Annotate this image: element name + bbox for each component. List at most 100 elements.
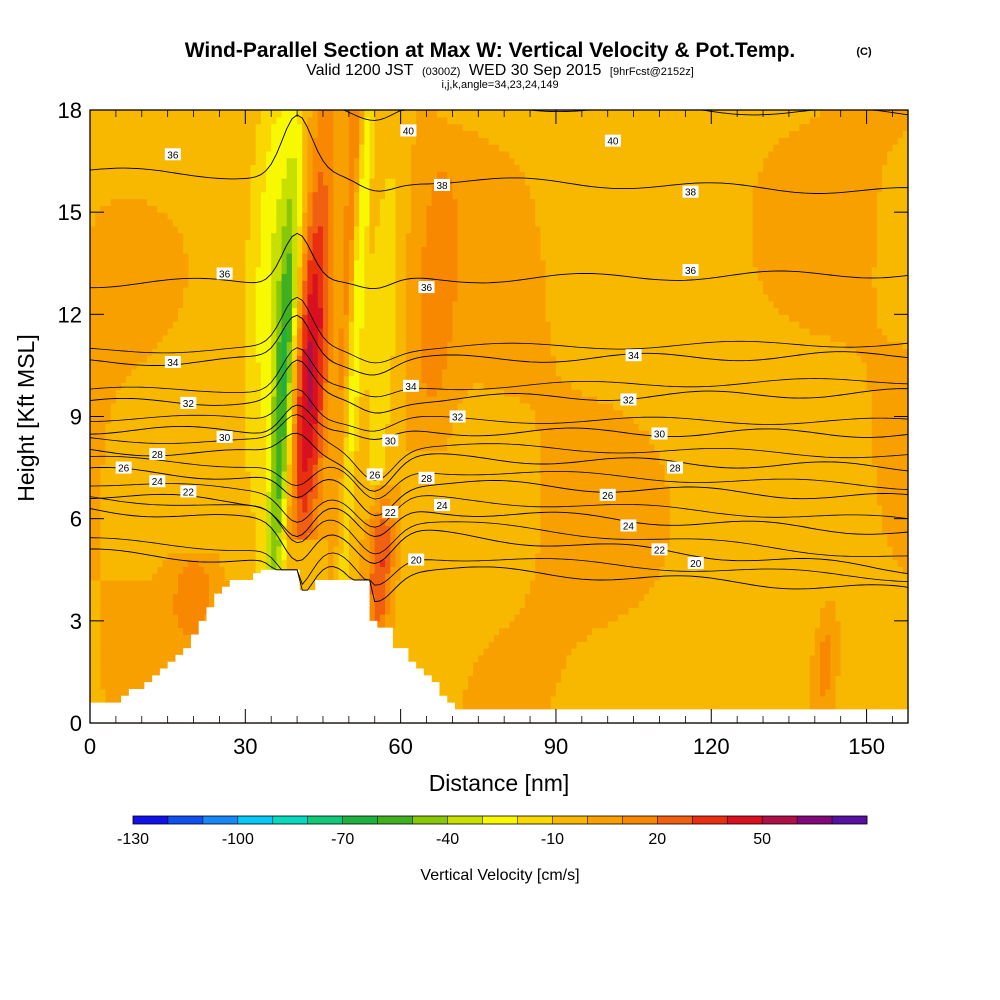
heatmap-cell: [229, 314, 236, 322]
heatmap-cell: [302, 368, 309, 377]
heatmap-cell: [90, 511, 96, 520]
heatmap-cell: [90, 273, 96, 281]
heatmap-cell: [317, 137, 324, 145]
heatmap-cell: [172, 559, 179, 567]
heatmap-cell: [162, 518, 169, 527]
heatmap-cell: [162, 334, 169, 343]
heatmap-cell: [167, 614, 174, 622]
heatmap-cell: [95, 552, 101, 561]
heatmap-cell: [348, 232, 355, 241]
heatmap-cell: [167, 293, 174, 302]
heatmap-cell: [364, 218, 371, 227]
heatmap-cell: [343, 300, 350, 309]
heatmap-cell: [203, 430, 210, 438]
heatmap-cell: [172, 423, 179, 431]
heatmap-cell: [95, 123, 101, 132]
heatmap-cell: [172, 239, 179, 247]
heatmap-cell: [110, 137, 117, 145]
heatmap-cell: [121, 389, 127, 397]
heatmap-cell: [100, 375, 107, 384]
heatmap-cell: [121, 641, 127, 649]
heatmap-cell: [229, 300, 236, 309]
heatmap-cell: [286, 498, 293, 506]
heatmap-cell: [219, 280, 226, 288]
heatmap-cell: [115, 171, 122, 179]
heatmap-cell: [291, 150, 298, 159]
heatmap-cell: [359, 341, 365, 349]
heatmap-cell: [359, 423, 365, 431]
heatmap-cell: [307, 396, 314, 404]
heatmap-cell: [260, 389, 267, 397]
heatmap-cell: [193, 416, 200, 424]
heatmap-cell: [198, 157, 205, 166]
heatmap-cell: [229, 464, 236, 472]
heatmap-cell: [105, 375, 112, 384]
heatmap-cell: [141, 457, 148, 465]
heatmap-cell: [193, 396, 200, 404]
heatmap-cell: [193, 300, 200, 309]
heatmap-cell: [359, 116, 365, 125]
heatmap-cell: [359, 239, 365, 247]
heatmap-cell: [322, 137, 329, 145]
heatmap-cell: [307, 368, 314, 377]
heatmap-cell: [260, 402, 267, 411]
heatmap-cell: [167, 259, 174, 268]
heatmap-cell: [291, 443, 298, 452]
heatmap-cell: [255, 321, 262, 329]
heatmap-cell: [266, 321, 272, 329]
heatmap-cell: [354, 389, 360, 397]
heatmap-cell: [193, 627, 200, 636]
heatmap-cell: [359, 164, 365, 172]
heatmap-cell: [229, 477, 236, 486]
heatmap-cell: [183, 259, 189, 268]
heatmap-cell: [178, 552, 184, 561]
heatmap-cell: [245, 368, 252, 377]
heatmap-cell: [317, 375, 324, 384]
heatmap-cell: [172, 116, 179, 125]
heatmap-cell: [343, 218, 350, 227]
heatmap-cell: [188, 144, 195, 152]
heatmap-cell: [234, 144, 241, 152]
heatmap-cell: [152, 130, 158, 138]
heatmap-cell: [266, 559, 272, 567]
heatmap-cell: [229, 362, 236, 370]
heatmap-cell: [343, 443, 350, 452]
heatmap-cell: [260, 498, 267, 506]
heatmap-cell: [343, 362, 350, 370]
heatmap-cell: [183, 593, 189, 601]
heatmap-cell: [307, 307, 314, 315]
heatmap-cell: [322, 491, 329, 499]
heatmap-cell: [100, 164, 107, 172]
heatmap-cell: [152, 232, 158, 241]
heatmap-cell: [317, 218, 324, 227]
heatmap-cell: [126, 287, 133, 295]
heatmap-cell: [110, 559, 117, 567]
heatmap-cell: [136, 198, 143, 206]
heatmap-cell: [90, 348, 96, 356]
heatmap-cell: [359, 545, 365, 554]
heatmap-cell: [250, 178, 257, 186]
heatmap-cell: [136, 375, 143, 384]
heatmap-cell: [240, 116, 246, 125]
heatmap-cell: [255, 110, 262, 118]
heatmap-cell: [348, 498, 355, 506]
heatmap-cell: [229, 287, 236, 295]
heatmap-cell: [229, 157, 236, 166]
heatmap-cell: [348, 123, 355, 132]
heatmap-cell: [312, 232, 319, 241]
heatmap-cell: [100, 314, 107, 322]
heatmap-cell: [271, 348, 277, 356]
heatmap-cell: [348, 382, 355, 390]
heatmap-cell: [198, 593, 205, 601]
heatmap-cell: [219, 293, 226, 302]
heatmap-cell: [229, 532, 236, 540]
heatmap-cell: [131, 382, 138, 390]
heatmap-cell: [162, 293, 169, 302]
heatmap-cell: [281, 300, 288, 309]
heatmap-cell: [291, 375, 298, 384]
heatmap-cell: [115, 389, 122, 397]
heatmap-cell: [219, 178, 226, 186]
heatmap-cell: [152, 293, 158, 302]
heatmap-cell: [90, 450, 96, 458]
heatmap-cell: [131, 150, 138, 159]
